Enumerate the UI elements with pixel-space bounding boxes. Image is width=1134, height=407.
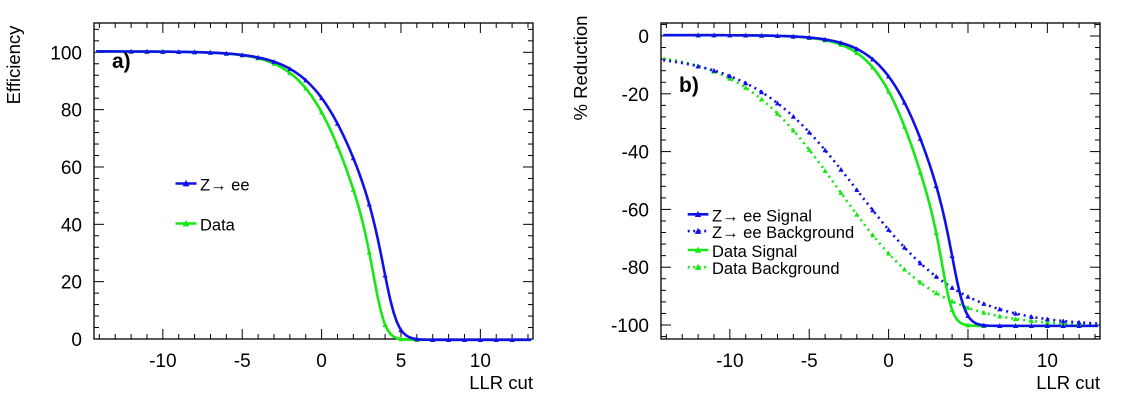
- svg-text:-40: -40: [622, 143, 649, 164]
- svg-text:20: 20: [61, 273, 82, 294]
- svg-text:5: 5: [396, 351, 407, 372]
- svg-text:0: 0: [316, 351, 327, 372]
- svg-text:-10: -10: [149, 351, 176, 372]
- svg-text:10: 10: [470, 351, 491, 372]
- svg-text:-20: -20: [622, 85, 649, 106]
- svg-text:40: 40: [61, 215, 82, 236]
- svg-text:100: 100: [50, 43, 82, 64]
- svg-text:10: 10: [1037, 351, 1058, 372]
- svg-text:Data Background: Data Background: [712, 260, 840, 278]
- svg-text:5: 5: [963, 351, 974, 372]
- svg-text:-5: -5: [801, 351, 818, 372]
- svg-text:0: 0: [71, 330, 82, 351]
- svg-text:b): b): [679, 74, 699, 97]
- svg-text:LLR cut: LLR cut: [469, 372, 533, 393]
- svg-text:60: 60: [61, 158, 82, 179]
- svg-text:Z→ ee: Z→ ee: [200, 177, 250, 195]
- svg-text:Z→ ee Signal: Z→ ee Signal: [712, 207, 812, 225]
- svg-text:0: 0: [638, 27, 649, 48]
- svg-text:Data Signal: Data Signal: [712, 243, 797, 261]
- svg-text:-100: -100: [611, 316, 649, 337]
- svg-text:-60: -60: [622, 200, 649, 221]
- svg-text:-10: -10: [716, 351, 743, 372]
- svg-text:Efficiency: Efficiency: [3, 25, 24, 105]
- svg-text:Data: Data: [200, 217, 236, 235]
- svg-text:LLR cut: LLR cut: [1036, 372, 1100, 393]
- svg-text:0: 0: [883, 351, 894, 372]
- svg-text:a): a): [112, 50, 131, 73]
- svg-text:80: 80: [61, 101, 82, 122]
- svg-text:-80: -80: [622, 258, 649, 279]
- svg-text:Z→ ee Background: Z→ ee Background: [712, 224, 854, 242]
- svg-text:% Reduction: % Reduction: [570, 16, 591, 121]
- svg-text:-5: -5: [234, 351, 251, 372]
